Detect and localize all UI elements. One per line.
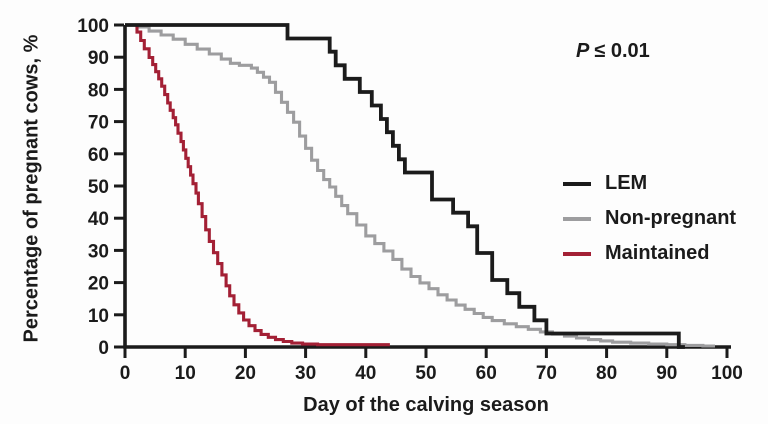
- x-tick-label: 0: [120, 363, 131, 384]
- x-tick-label: 90: [656, 363, 677, 384]
- y-tick-label: 90: [88, 48, 109, 69]
- y-tick-label: 80: [88, 80, 109, 101]
- legend-swatch-non-pregnant: [563, 216, 591, 221]
- y-tick-label: 20: [88, 274, 109, 295]
- p-value-text: ≤ 0.01: [594, 40, 650, 62]
- legend-label-non-pregnant: Non-pregnant: [605, 207, 737, 229]
- y-tick-label: 70: [88, 113, 109, 134]
- y-tick-label: 40: [88, 209, 109, 230]
- x-axis-title: Day of the calving season: [303, 394, 549, 416]
- y-tick-label: 0: [98, 338, 109, 359]
- legend-swatch-lem: [563, 181, 591, 186]
- y-tick-label: 100: [77, 16, 109, 37]
- x-tick-label: 100: [711, 363, 743, 384]
- p-value-annotation: P ≤ 0.01: [576, 40, 650, 63]
- axes-spines: [123, 25, 731, 349]
- y-tick-label: 50: [88, 177, 109, 198]
- p-symbol: P: [576, 40, 590, 62]
- legend-label-maintained: Maintained: [605, 242, 710, 264]
- x-tick-label: 10: [175, 363, 196, 384]
- y-tick-label: 60: [88, 145, 109, 166]
- y-tick-label: 10: [88, 306, 109, 327]
- y-axis-title: Percentage of pregnant cows, %: [20, 34, 43, 343]
- legend-item-non-pregnant: Non-pregnant: [563, 201, 736, 236]
- x-tick-label: 30: [295, 363, 316, 384]
- x-tick-label: 50: [415, 363, 436, 384]
- x-tick-label: 40: [355, 363, 376, 384]
- x-tick-label: 60: [476, 363, 497, 384]
- legend: LEM Non-pregnant Maintained: [563, 166, 736, 271]
- x-tick-label: 80: [596, 363, 617, 384]
- legend-swatch-maintained: [563, 251, 591, 256]
- legend-item-lem: LEM: [563, 166, 736, 201]
- y-tick-label: 30: [88, 241, 109, 262]
- legend-label-lem: LEM: [605, 172, 648, 194]
- x-tick-label: 20: [235, 363, 256, 384]
- legend-item-maintained: Maintained: [563, 236, 736, 271]
- x-tick-label: 70: [536, 363, 557, 384]
- series-lem: [125, 23, 685, 349]
- series-maintained: [125, 23, 390, 347]
